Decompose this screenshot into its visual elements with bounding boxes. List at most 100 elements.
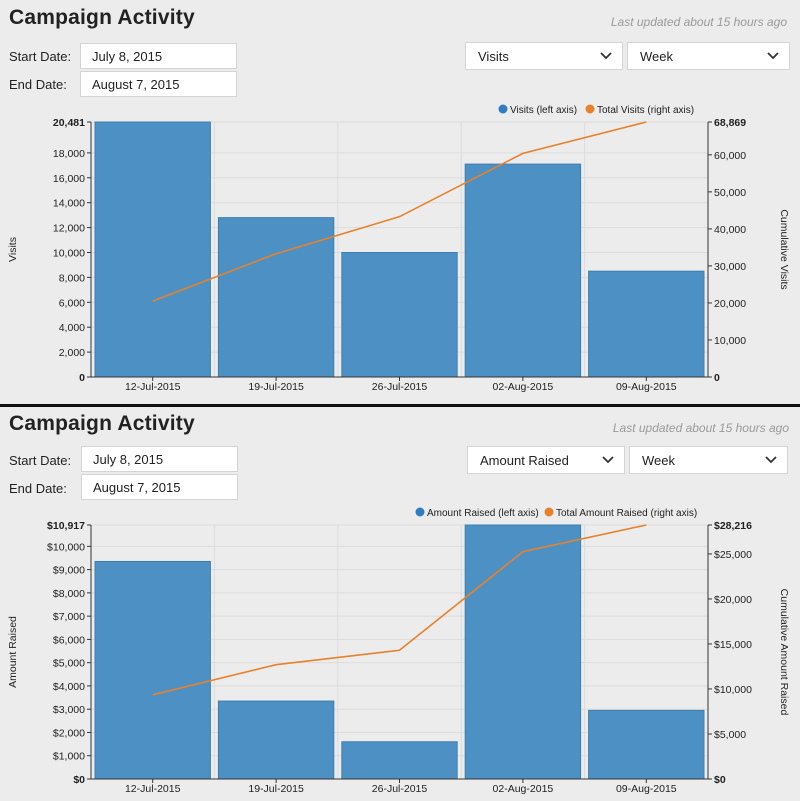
amount-raised-chart: $0 $1,000 $2,000 $3,000 $4,000 $5,000 $6,000 $7… xyxy=(7,507,790,795)
y-tick-label: 20,481 xyxy=(53,117,85,129)
metric-select-value: Amount Raised xyxy=(480,453,569,468)
y2-tick-label: $28,216 xyxy=(714,520,752,532)
end-date-input[interactable]: August 7, 2015 xyxy=(81,474,238,500)
x-tick-label: 19-Jul-2015 xyxy=(248,381,304,393)
panel-divider xyxy=(0,404,800,407)
y-tick-label: 6,000 xyxy=(59,297,85,309)
period-select-value: Week xyxy=(642,453,675,468)
end-date-input[interactable]: August 7, 2015 xyxy=(80,71,237,97)
period-select[interactable]: Week xyxy=(629,446,788,474)
campaign-panel-amount: Campaign Activity Last updated about 15 … xyxy=(0,407,800,801)
legend-label-line: Total Visits (right axis) xyxy=(597,105,694,116)
metric-select[interactable]: Visits xyxy=(465,42,623,70)
y-tick-label: $4,000 xyxy=(53,681,85,693)
y-tick-label: $10,917 xyxy=(47,520,85,532)
chevron-down-icon xyxy=(602,456,614,464)
y2-tick-label: $20,000 xyxy=(714,594,752,606)
x-tick-label: 26-Jul-2015 xyxy=(372,381,428,393)
legend-marker-bar xyxy=(498,104,508,114)
y2-tick-label: $10,000 xyxy=(714,684,752,696)
y2-tick-label: 20,000 xyxy=(714,298,746,310)
y2-tick-label: $25,000 xyxy=(714,549,752,561)
y-tick-label: 0 xyxy=(79,372,85,384)
y-tick-label: 8,000 xyxy=(59,272,85,284)
y-tick-label: 14,000 xyxy=(53,198,85,210)
visits-chart: 0 2,000 4,000 6,000 8,000 10,000 12,000 14,000 1… xyxy=(7,104,790,393)
legend-marker-line xyxy=(585,104,595,114)
metric-select-value: Visits xyxy=(478,49,509,64)
y-tick-label: $9,000 xyxy=(53,565,85,577)
bar xyxy=(94,121,211,378)
y2-tick-label: 10,000 xyxy=(714,335,746,347)
page-title: Campaign Activity xyxy=(9,412,195,435)
y-tick-label: $5,000 xyxy=(53,658,85,670)
y-tick-label: 12,000 xyxy=(53,223,85,235)
y-tick-label: $8,000 xyxy=(53,588,85,600)
period-select[interactable]: Week xyxy=(627,42,790,70)
bar xyxy=(341,741,458,780)
x-tick-label: 12-Jul-2015 xyxy=(125,381,181,393)
y2-tick-label: $5,000 xyxy=(714,729,746,741)
end-date-label: End Date: xyxy=(9,481,67,496)
y-tick-label: 2,000 xyxy=(59,347,85,359)
x-tick-label: 09-Aug-2015 xyxy=(616,783,677,795)
y-axis-title: Amount Raised xyxy=(7,616,19,688)
bar xyxy=(464,524,582,780)
chevron-down-icon xyxy=(765,456,777,464)
x-tick-label: 12-Jul-2015 xyxy=(125,783,181,795)
y-tick-label: 4,000 xyxy=(59,322,85,334)
last-updated-text: Last updated about 15 hours ago xyxy=(612,421,789,435)
chevron-down-icon xyxy=(767,52,779,60)
y-tick-label: $3,000 xyxy=(53,704,85,716)
y2-tick-label: 50,000 xyxy=(714,187,746,199)
y2-tick-label: $0 xyxy=(714,774,726,786)
y2-tick-label: 0 xyxy=(714,372,720,384)
metric-select[interactable]: Amount Raised xyxy=(467,446,625,474)
legend-label-line: Total Amount Raised (right axis) xyxy=(556,508,697,519)
campaign-panel-visits: Campaign Activity Last updated about 15 … xyxy=(7,6,790,393)
start-date-input[interactable]: July 8, 2015 xyxy=(80,43,237,69)
period-select-value: Week xyxy=(640,49,673,64)
y-tick-label: 10,000 xyxy=(53,247,85,259)
bar xyxy=(588,270,705,378)
y-axis-title: Visits xyxy=(7,237,19,262)
start-date-label: Start Date: xyxy=(9,453,72,468)
y2-tick-label: 68,869 xyxy=(714,117,746,129)
x-tick-label: 02-Aug-2015 xyxy=(493,381,554,393)
y2-tick-label: $15,000 xyxy=(714,639,752,651)
legend-marker-line xyxy=(544,507,554,517)
y-tick-label: $7,000 xyxy=(53,611,85,623)
legend-marker-bar xyxy=(415,507,425,517)
y-tick-label: 16,000 xyxy=(53,173,85,185)
y-tick-label: 18,000 xyxy=(53,148,85,160)
y-tick-label: $2,000 xyxy=(53,727,85,739)
y2-tick-label: 40,000 xyxy=(714,224,746,236)
bar xyxy=(94,560,211,780)
start-date-label: Start Date: xyxy=(9,49,72,64)
bar xyxy=(341,251,458,378)
bar xyxy=(217,700,335,780)
end-date-label: End Date: xyxy=(9,77,67,92)
y-tick-label: $6,000 xyxy=(53,634,85,646)
y2-tick-label: 30,000 xyxy=(714,261,746,273)
bar xyxy=(464,163,582,378)
bar xyxy=(217,217,335,378)
y2-axis-title: Cumulative Visits xyxy=(778,209,790,289)
x-tick-label: 19-Jul-2015 xyxy=(248,783,304,795)
start-date-input[interactable]: July 8, 2015 xyxy=(81,446,238,472)
y-tick-label: $0 xyxy=(73,774,85,786)
y2-tick-label: 60,000 xyxy=(714,150,746,162)
x-tick-label: 09-Aug-2015 xyxy=(616,381,677,393)
line-series xyxy=(152,121,647,302)
x-tick-label: 02-Aug-2015 xyxy=(493,783,554,795)
line-series xyxy=(152,524,647,696)
legend-label-bar: Visits (left axis) xyxy=(510,105,577,116)
last-updated-text: Last updated about 15 hours ago xyxy=(610,15,787,29)
y-tick-label: $10,000 xyxy=(47,541,85,553)
bar xyxy=(588,709,705,780)
page-title: Campaign Activity xyxy=(9,6,195,29)
legend-label-bar: Amount Raised (left axis) xyxy=(427,508,539,519)
y2-axis-title: Cumulative Amount Raised xyxy=(778,589,790,716)
y-tick-label: $1,000 xyxy=(53,751,85,763)
chevron-down-icon xyxy=(600,52,612,60)
